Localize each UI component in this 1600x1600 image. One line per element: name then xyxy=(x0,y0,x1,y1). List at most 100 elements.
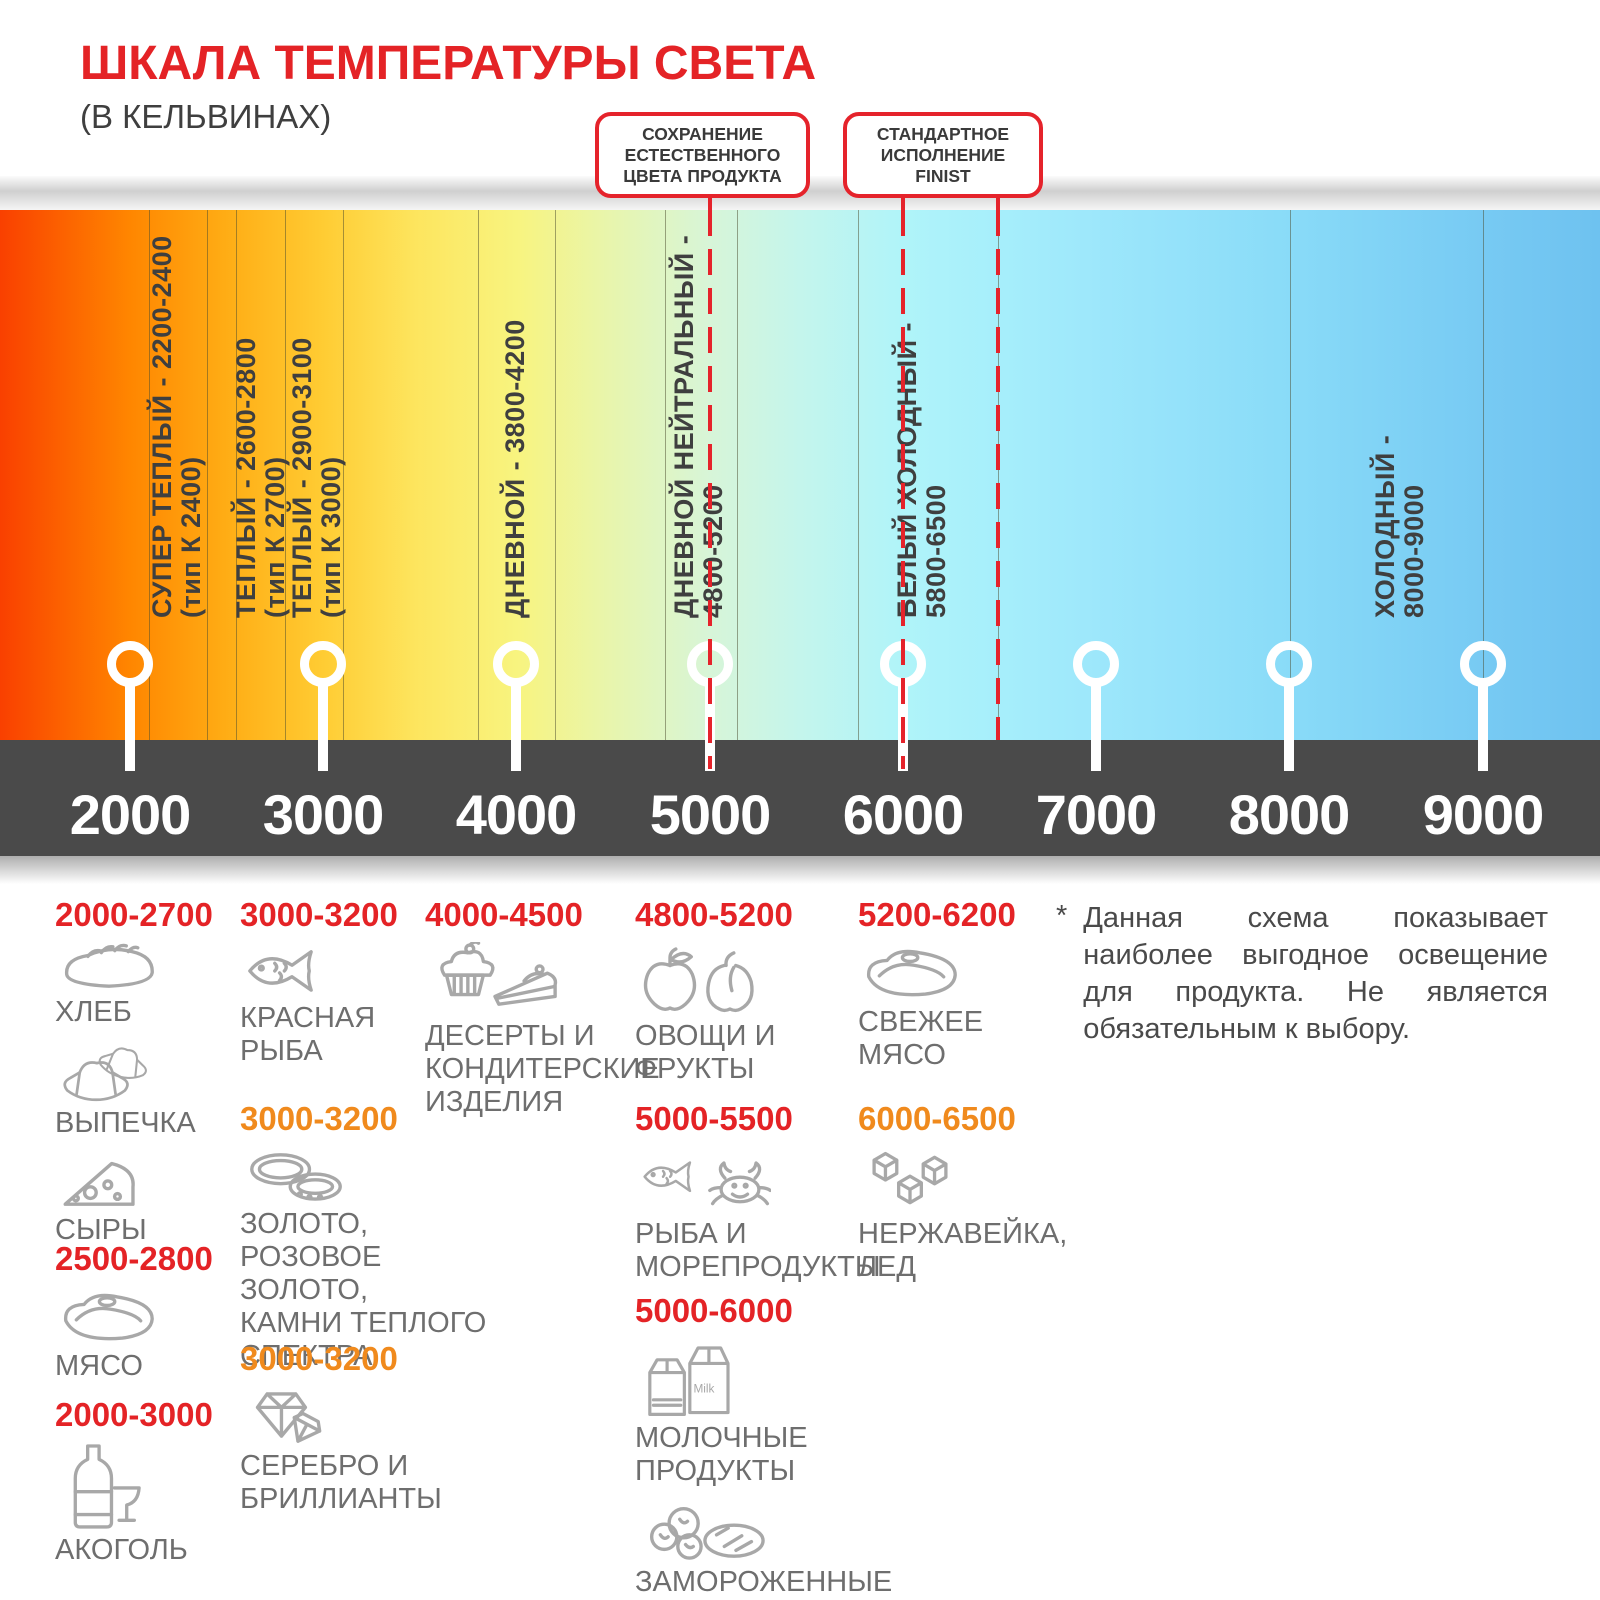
fish-crab-icon xyxy=(643,1161,771,1206)
alcohol-icon xyxy=(73,1444,141,1529)
croissant-icon xyxy=(63,1047,147,1102)
legend-group-stainless-ice: 6000-6500 НЕРЖАВЕЙКА, ЛЕД xyxy=(858,1100,1088,1294)
axis-tick-5000: 5000 xyxy=(649,783,772,846)
pin-stem xyxy=(1284,681,1294,771)
cheese-icon xyxy=(63,1161,135,1206)
band-label-warm-2700: ТЕПЛЫЙ - 2600-2800 (тип К 2700) xyxy=(231,337,290,618)
legend-group-bread: 2000-2700 ХЛЕБ ВЫПЕЧКА xyxy=(55,896,240,1257)
legend-item-label: АКОГОЛЬ xyxy=(55,1534,188,1566)
legend-item-label: СЕРЕБРО И БРИЛЛИАНТЫ xyxy=(240,1450,442,1515)
legend-item-label: ВЫПЕЧКА xyxy=(55,1107,196,1139)
band-boundary-line xyxy=(343,210,344,740)
range-label: 4800-5200 xyxy=(635,896,793,933)
legend-item: ОВОЩИ И ФРУКТЫ xyxy=(635,942,865,1086)
legend-group-red-fish: 3000-3200 КРАСНАЯ РЫБА xyxy=(240,896,480,1078)
legend-item-label: МОЛОЧНЫЕ ПРОДУКТЫ xyxy=(635,1422,808,1487)
band-label-super-warm: СУПЕР ТЕПЛЫЙ - 2200-2400 (тип К 2400) xyxy=(147,235,206,618)
fish-icon xyxy=(248,950,313,992)
callout-stem-6000 xyxy=(901,198,905,212)
kelvin-gradient-band xyxy=(0,210,1600,740)
dessert-icon xyxy=(440,942,558,1006)
callout-stem-5000 xyxy=(708,198,712,212)
band-boundary-line xyxy=(555,210,556,740)
page-subtitle: (В КЕЛЬВИНАХ) xyxy=(80,98,332,135)
legend-item-label: ДЕСЕРТЫ И КОНДИТЕРСКИЕ ИЗДЕЛИЯ xyxy=(425,1020,660,1118)
band-boundary-line xyxy=(149,210,150,740)
legend-item: ЗОЛОТО, РОЗОВОЕ ЗОЛОТО, КАМНИ ТЕПЛОГО СП… xyxy=(240,1146,490,1373)
ice-cubes-icon xyxy=(872,1151,948,1205)
legend-item: КРАСНАЯ РЫБА xyxy=(240,942,480,1068)
apple-pepper-icon xyxy=(643,947,754,1013)
band-boundary-line xyxy=(858,210,859,740)
legend-group-silver: 3000-3200 СЕРЕБРО И БРИЛЛИАНТЫ xyxy=(240,1340,480,1526)
callout-natural-color: СОХРАНЕНИЕ ЕСТЕСТВЕННОГО ЦВЕТА ПРОДУКТА xyxy=(595,112,810,198)
band-boundary-line xyxy=(737,210,738,740)
band-boundary-line xyxy=(207,210,208,740)
legend-item: РЫБА И МОРЕПРОДУКТЫ xyxy=(635,1146,881,1284)
legend-item-label: МЯСО xyxy=(55,1350,143,1382)
legend-group-vegetables: 4800-5200 ОВОЩИ И ФРУКТЫ xyxy=(635,896,865,1096)
legend-item: НЕРЖАВЕЙКА, ЛЕД xyxy=(858,1146,1088,1284)
axis-tick-6000: 6000 xyxy=(842,783,965,846)
legend-item: ХЛЕБ xyxy=(55,942,240,1029)
legend-item: СЕРЕБРО И БРИЛЛИАНТЫ xyxy=(240,1386,480,1516)
band-label-cold: ХОЛОДНЫЙ - 8000-9000 xyxy=(1370,434,1429,618)
range-label: 2000-2700 xyxy=(55,896,213,933)
legend-item-label: РЫБА И МОРЕПРОДУКТЫ xyxy=(635,1218,881,1283)
band-label-warm-3000: ТЕПЛЫЙ - 2900-3100 (тип К 3000) xyxy=(287,337,346,618)
rings-icon xyxy=(250,1153,342,1201)
pin-stem xyxy=(318,681,328,771)
legend-item-label: ОВОЩИ И ФРУКТЫ xyxy=(635,1020,776,1085)
range-label: 6000-6500 xyxy=(858,1100,1016,1137)
pin-stem xyxy=(1478,681,1488,771)
legend-item: МЯСО xyxy=(55,1286,240,1383)
legend-item-label: СВЕЖЕЕ МЯСО xyxy=(858,1006,984,1071)
dashed-line-5000 xyxy=(708,210,712,769)
range-label: 3000-3200 xyxy=(240,1100,398,1137)
pin-stem xyxy=(125,681,135,771)
meat-icon xyxy=(63,1293,154,1341)
legend-item-label: ЗОЛОТО, РОЗОВОЕ ЗОЛОТО, КАМНИ ТЕПЛОГО СП… xyxy=(240,1208,487,1372)
legend-item: Milk МОЛОЧНЫЕ ПРОДУКТЫ xyxy=(635,1338,935,1488)
milk-carton-text: Milk xyxy=(693,1382,714,1396)
legend-group-dairy-frozen: 5000-6000 Milk МОЛОЧНЫЕ ПРОДУКТЫ ЗАМОРОЖ… xyxy=(635,1292,935,1600)
range-label: 5200-6200 xyxy=(858,896,1016,933)
footnote-asterisk: * xyxy=(1056,900,1068,932)
axis-tick-2000: 2000 xyxy=(69,783,192,846)
axis-tick-4000: 4000 xyxy=(455,783,578,846)
axis-tick-7000: 7000 xyxy=(1035,783,1158,846)
band-label-daylight-neutral: ДНЕВНОЙ НЕЙТРАЛЬНЫЙ - 4800-5200 xyxy=(669,234,728,618)
range-label: 2000-3000 xyxy=(55,1396,213,1433)
axis-tick-8000: 8000 xyxy=(1228,783,1351,846)
range-label: 5000-6000 xyxy=(635,1292,793,1329)
legend-item: СЫРЫ xyxy=(55,1150,240,1247)
band-boundary-line xyxy=(478,210,479,740)
fresh-meat-icon xyxy=(866,949,957,997)
callout-finist-standard: СТАНДАРТНОЕ ИСПОЛНЕНИЕ FINIST xyxy=(843,112,1043,198)
range-label: 3000-3200 xyxy=(240,1340,398,1377)
axis-tick-9000: 9000 xyxy=(1422,783,1545,846)
legend-item: ВЫПЕЧКА xyxy=(55,1039,240,1140)
band-boundary-line xyxy=(1483,210,1484,740)
legend-item-label: ХЛЕБ xyxy=(55,996,132,1028)
legend-group-desserts: 4000-4500 ДЕСЕРТЫ И КОНДИТЕРСКИЕ ИЗДЕЛИЯ xyxy=(425,896,660,1129)
band-boundary-line xyxy=(665,210,666,740)
band-label-daylight: ДНЕВНОЙ - 3800-4200 xyxy=(500,319,530,618)
frozen-food-icon xyxy=(649,1506,765,1560)
legend-group-seafood: 5000-5500 РЫБА И МОРЕПРОДУКТЫ xyxy=(635,1100,881,1294)
legend-item: ЗАМОРОЖЕННЫЕ ПОЛУФАБРИКАТЫ xyxy=(635,1498,935,1600)
range-label: 4000-4500 xyxy=(425,896,583,933)
legend-item-label: ЗАМОРОЖЕННЫЕ ПОЛУФАБРИКАТЫ xyxy=(635,1566,893,1600)
diamonds-icon xyxy=(255,1392,322,1443)
legend-item-label: СЫРЫ xyxy=(55,1214,147,1246)
legend-item: ДЕСЕРТЫ И КОНДИТЕРСКИЕ ИЗДЕЛИЯ xyxy=(425,942,660,1119)
legend-item-label: КРАСНАЯ РЫБА xyxy=(240,1002,376,1067)
legend-group-fresh-meat: 5200-6200 СВЕЖЕЕ МЯСО xyxy=(858,896,1068,1082)
legend-group-meat: 2500-2800 МЯСО xyxy=(55,1240,240,1393)
bottom-shadow-strip xyxy=(0,856,1600,884)
range-label: 2500-2800 xyxy=(55,1240,213,1277)
dashed-line-6000 xyxy=(901,210,905,769)
footnote: * Данная схема показывает наиболее выгод… xyxy=(1056,900,1548,1048)
footnote-text: Данная схема показывает наиболее выгодно… xyxy=(1083,902,1548,1045)
